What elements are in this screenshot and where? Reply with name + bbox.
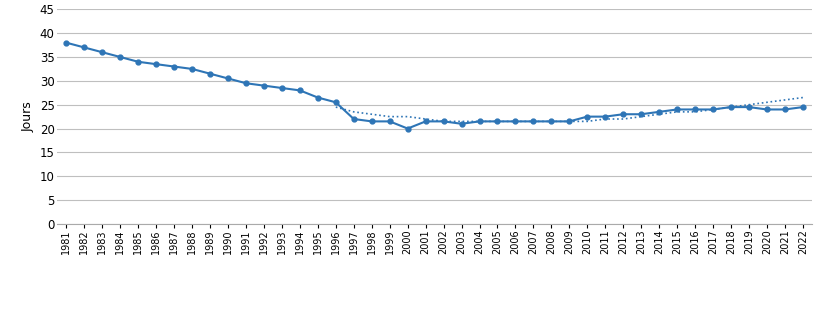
Y-axis label: Jours: Jours (21, 101, 34, 132)
